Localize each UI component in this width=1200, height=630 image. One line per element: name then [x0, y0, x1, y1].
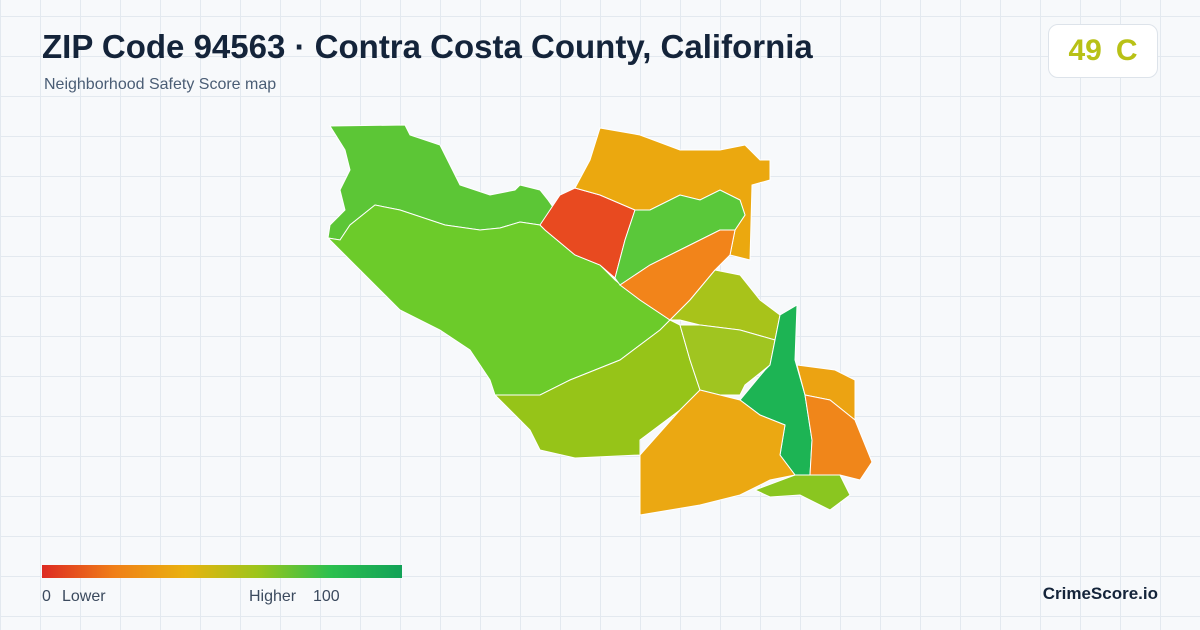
score: 49	[1068, 34, 1102, 67]
region	[679, 324, 776, 396]
title: ZIP Code 94563 · Contra Costa County, Ca…	[42, 28, 813, 65]
score-badge: 49 C	[1048, 24, 1158, 78]
subtitle: Neighborhood Safety Score map	[44, 76, 277, 93]
region	[619, 229, 736, 321]
grade: C	[1115, 34, 1138, 67]
legend-max: 100	[313, 588, 340, 605]
legend-min-label: Lower	[62, 588, 106, 605]
region	[639, 389, 796, 516]
legend-max-label: Higher	[249, 588, 297, 605]
region	[753, 474, 851, 511]
brand: CrimeScore.io	[1042, 584, 1158, 603]
legend-gradient	[42, 565, 402, 578]
region	[804, 394, 873, 481]
legend-min: 0	[42, 588, 51, 605]
